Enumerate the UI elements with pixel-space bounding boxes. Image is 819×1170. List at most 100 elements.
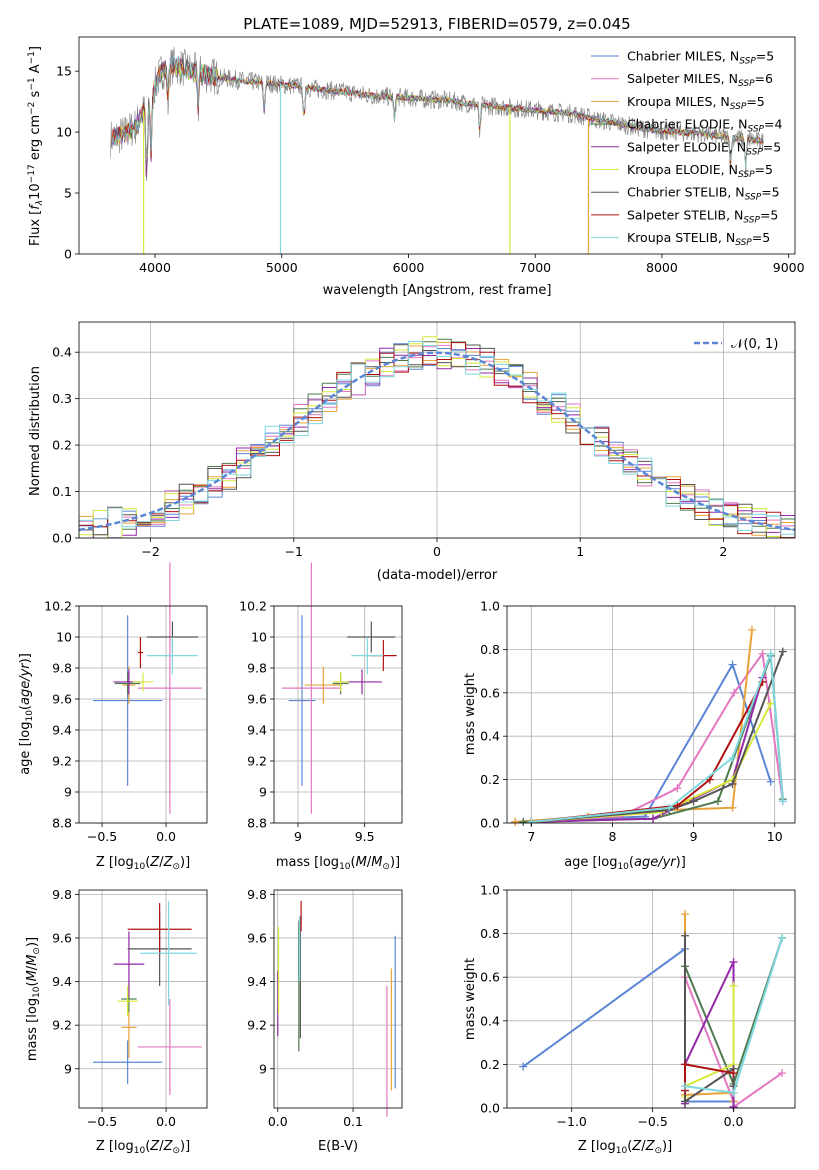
age-mass-x-label: mass [log10(M/M⊙)]: [276, 855, 400, 872]
x-tick-label: 0.0: [156, 829, 176, 844]
massweight-vs-age-panel: 7 8 9 10 0.0 0.2 0.4 0.6 0.8 1.0 age [log10(age/y…: [463, 599, 796, 872]
massweight-point-marker: [713, 797, 722, 806]
massweight-point-marker: [680, 909, 689, 918]
massweight-age-x-label: age [log10(age/yr)]: [564, 855, 686, 872]
y-tick-label: 9.8: [247, 887, 267, 902]
massweight-point-marker: [728, 779, 737, 788]
residual-legend: 𝒩(0, 1): [694, 337, 778, 352]
y-tick-label: 9.4: [52, 974, 72, 989]
y-tick-label: 1.0: [480, 599, 500, 614]
y-tick-label: 9: [64, 1061, 72, 1076]
x-tick-label: −0.5: [637, 1114, 667, 1129]
y-tick-label: 0.0: [52, 531, 72, 546]
massweight-series-line: [684, 935, 735, 1104]
mass-z-y-label: mass [log10(M/M⊙)]: [25, 937, 42, 1061]
massweight-point-marker: [680, 1082, 689, 1091]
residual-histograms: [79, 336, 795, 538]
mass-vs-metallicity-panel: −0.5 0.0 9 9.2 9.4 9.6 9.8 Z [log10(Z/Z⊙)] mas…: [25, 887, 208, 1156]
y-tick-label: 0.0: [480, 816, 500, 831]
massweight-age-axes: 7 8 9 10 0.0 0.2 0.4 0.6 0.8 1.0: [480, 599, 796, 844]
x-tick-label: 9: [294, 829, 302, 844]
spectrum-axes: 4000 5000 6000 7000 8000 9000 0 5 10 15: [56, 36, 805, 275]
axes-frame: [78, 889, 208, 1109]
axes-frame: [506, 605, 796, 824]
age-z-axes: −0.5 0.0 8.8 9 9.2 9.4 9.6 9.8 10 10.2: [44, 599, 208, 844]
y-tick-label: 9.4: [52, 723, 72, 738]
age-vs-mass-panel: 9 9.5 8.8 9 9.2 9.4 9.6 9.8 10 10.2 mass [log10(M…: [239, 562, 403, 872]
x-tick-label: 0.1: [343, 1114, 363, 1129]
x-tick-label: 0.0: [156, 1114, 176, 1129]
mass-ebv-axes: 0.0 0.1 9 9.2 9.4 9.6 9.8: [247, 887, 403, 1129]
massweight-point-marker: [748, 625, 757, 634]
massweight-point-marker: [511, 817, 520, 826]
y-tick-label: 0.1: [52, 484, 72, 499]
y-tick-label: 10: [56, 630, 72, 645]
x-tick-label: 8: [608, 829, 616, 844]
massweight-point-marker: [728, 803, 737, 812]
x-tick-label: 0.0: [724, 1114, 744, 1129]
massweight-point-marker: [728, 660, 737, 669]
massweight-point-marker: [673, 801, 682, 810]
massweight-point-marker: [680, 1060, 689, 1069]
y-tick-label: 0.3: [52, 391, 72, 406]
y-tick-label: 9.4: [247, 723, 267, 738]
y-tick-label: 5: [64, 186, 72, 201]
age-z-grid: [79, 605, 207, 824]
massweight-point-marker: [665, 803, 674, 812]
axes-frame: [78, 321, 796, 539]
x-tick-label: 10: [767, 829, 783, 844]
massweight-point-marker: [729, 1069, 738, 1078]
spectrum-x-label: wavelength [Angstrom, rest frame]: [323, 283, 552, 298]
x-tick-label: −1: [285, 544, 303, 559]
legend-label: Salpeter ELODIE, NSSP=5: [627, 139, 781, 157]
y-tick-label: 0.8: [480, 642, 500, 657]
y-tick-label: 0: [64, 247, 72, 262]
figure-title: PLATE=1089, MJD=52913, FIBERID=0579, z=0…: [243, 15, 630, 33]
y-tick-label: 10: [251, 630, 267, 645]
massweight-point-marker: [778, 1069, 787, 1078]
massweight-age-lines: [511, 625, 787, 826]
y-tick-label: 0.2: [480, 1057, 500, 1072]
y-tick-label: 10.2: [44, 599, 72, 614]
massweight-vs-metallicity-panel: −1.0 −0.5 0.0 0.0 0.2 0.4 0.6 0.8 1.0 Z [log10(Z…: [463, 883, 796, 1156]
massweight-point-marker: [766, 777, 775, 786]
mass-ebv-grid: [274, 890, 402, 1108]
legend-label: Chabrier STELIB, NSSP=5: [627, 185, 780, 203]
legend-label: Kroupa MILES, NSSP=5: [627, 94, 765, 112]
x-tick-label: 5000: [266, 260, 298, 275]
observed-spectrum-line: [110, 46, 764, 182]
y-tick-label: 0.6: [480, 970, 500, 985]
massweight-series-line: [515, 629, 753, 823]
spectrum-legend: Chabrier MILES, NSSP=5 Salpeter MILES, NS…: [591, 49, 782, 248]
massweight-point-marker: [730, 688, 739, 697]
y-tick-label: 9.6: [52, 692, 72, 707]
massweight-series-line: [531, 677, 764, 823]
mass-ebv-x-label: E(B-V): [318, 1139, 358, 1154]
y-tick-label: 0.0: [480, 1101, 500, 1116]
legend-label: Chabrier ELODIE, NSSP=4: [627, 117, 782, 135]
mass-vs-ebv-panel: 0.0 0.1 9 9.2 9.4 9.6 9.8 E(B-V): [247, 887, 403, 1154]
axes-frame: [273, 605, 403, 824]
massweight-point-marker: [519, 817, 528, 826]
massweight-z-x-label: Z [log10(Z/Z⊙)]: [578, 1139, 672, 1156]
x-tick-label: 9000: [773, 260, 805, 275]
y-tick-label: 9.6: [247, 692, 267, 707]
x-tick-label: 4000: [139, 260, 171, 275]
massweight-point-marker: [673, 784, 682, 793]
y-tick-label: 9.8: [52, 661, 72, 676]
massweight-point-marker: [680, 931, 689, 940]
x-tick-label: 0: [433, 544, 441, 559]
y-tick-label: 0.6: [480, 685, 500, 700]
x-tick-label: 0.0: [268, 1114, 288, 1129]
age-vs-metallicity-panel: −0.5 0.0 8.8 9 9.2 9.4 9.6 9.8 10 10.2 Z [log10(Z…: [18, 562, 208, 872]
spectrum-panel: 4000 5000 6000 7000 8000 9000 0 5 10 15 wavelengt…: [27, 36, 805, 298]
massweight-point-marker: [729, 957, 738, 966]
age-z-x-label: Z [log10(Z/Z⊙)]: [96, 855, 190, 872]
y-tick-label: 0.8: [480, 926, 500, 941]
axes-frame: [273, 889, 403, 1109]
age-mass-errorbars: [282, 562, 397, 814]
y-tick-label: 8.8: [247, 816, 267, 831]
mass-ebv-errorbars: [277, 900, 396, 1117]
mass-z-grid: [79, 890, 207, 1108]
y-tick-label: 8.8: [52, 816, 72, 831]
